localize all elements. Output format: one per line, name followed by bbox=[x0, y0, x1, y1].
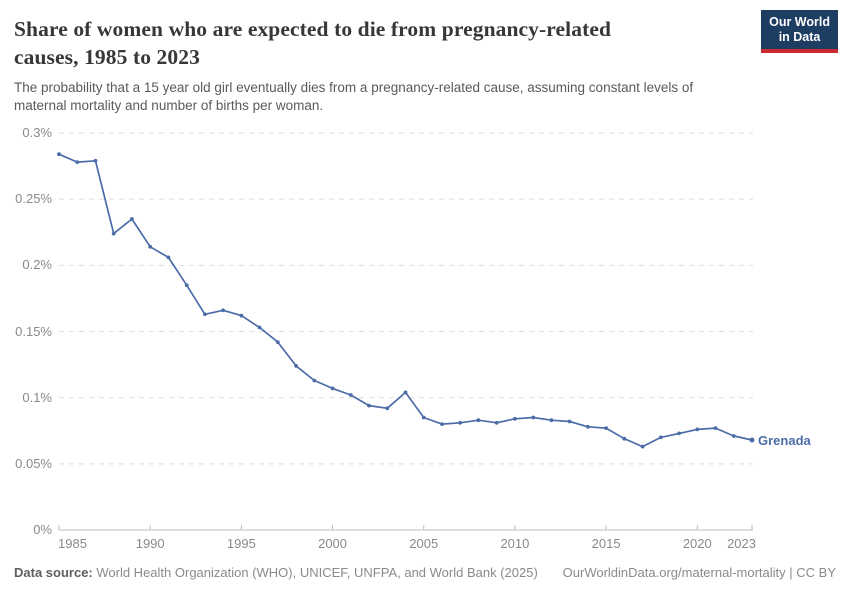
data-point-2017[interactable] bbox=[640, 444, 645, 449]
y-axis-tick-label: 0.2% bbox=[22, 257, 52, 273]
data-point-1999[interactable] bbox=[312, 378, 317, 383]
data-point-2005[interactable] bbox=[421, 415, 426, 420]
series-line-grenada[interactable] bbox=[58, 153, 753, 448]
x-axis-tick-label: 2005 bbox=[409, 536, 439, 551]
x-axis-tick-label: 2015 bbox=[591, 536, 621, 551]
owid-url-license-link[interactable]: OurWorldinData.org/maternal-mortality | … bbox=[562, 565, 836, 580]
y-axis-tick-label: 0.1% bbox=[22, 389, 52, 405]
data-point-1986[interactable] bbox=[75, 160, 80, 165]
data-point-1988[interactable] bbox=[111, 231, 116, 236]
y-axis-tick-label: 0.25% bbox=[15, 191, 52, 207]
data-point-1989[interactable] bbox=[130, 217, 134, 221]
data-point-2004[interactable] bbox=[403, 390, 408, 395]
data-source-label: Data source: bbox=[14, 565, 93, 580]
data-point-1994[interactable] bbox=[221, 308, 226, 313]
owid-logo[interactable]: Our World in Data bbox=[761, 10, 838, 53]
y-axis-tick-label: 0% bbox=[33, 522, 52, 537]
data-point-1997[interactable] bbox=[275, 340, 280, 344]
data-point-2018[interactable] bbox=[658, 435, 663, 440]
data-point-1985[interactable] bbox=[57, 152, 61, 157]
owid-logo-line1: Our World bbox=[769, 15, 830, 29]
data-point-2012[interactable] bbox=[549, 418, 554, 423]
data-point-2008[interactable] bbox=[476, 418, 481, 423]
data-source-text: World Health Organization (WHO), UNICEF,… bbox=[92, 565, 538, 580]
y-axis-tick-label: 0.05% bbox=[15, 455, 52, 471]
data-point-2010[interactable] bbox=[513, 416, 517, 421]
data-point-2007[interactable] bbox=[458, 420, 463, 425]
data-point-2020[interactable] bbox=[695, 427, 700, 432]
data-point-2001[interactable] bbox=[348, 393, 353, 397]
data-point-2015[interactable] bbox=[604, 426, 608, 430]
x-axis-tick-label: 1985 bbox=[58, 536, 87, 551]
chart-subtitle-line2: maternal mortality and number of births … bbox=[14, 98, 324, 113]
data-point-2000[interactable] bbox=[330, 386, 335, 391]
data-point-2016[interactable] bbox=[622, 436, 627, 441]
x-axis-tick-label: 2000 bbox=[318, 536, 348, 551]
chart-title: Share of women who are expected to die f… bbox=[14, 15, 611, 71]
data-point-2011[interactable] bbox=[531, 415, 536, 420]
data-point-1990[interactable] bbox=[148, 244, 153, 249]
data-point-1992[interactable] bbox=[184, 283, 189, 288]
data-point-2021[interactable] bbox=[713, 426, 718, 430]
chart-footer: Data source: World Health Organization (… bbox=[14, 565, 836, 580]
data-point-2014[interactable] bbox=[586, 424, 590, 429]
data-point-2009[interactable] bbox=[494, 420, 499, 425]
y-axis-tick-label: 0.3% bbox=[22, 125, 52, 140]
data-source-note: Data source: World Health Organization (… bbox=[14, 565, 538, 580]
x-axis-tick-label: 1990 bbox=[135, 536, 165, 551]
chart-subtitle: The probability that a 15 year old girl … bbox=[14, 79, 693, 115]
data-point-2003[interactable] bbox=[385, 406, 390, 411]
data-point-1987[interactable] bbox=[93, 158, 98, 163]
data-point-1993[interactable] bbox=[203, 312, 207, 317]
data-point-2023[interactable] bbox=[749, 437, 755, 443]
data-point-2013[interactable] bbox=[567, 419, 572, 424]
data-point-2002[interactable] bbox=[367, 403, 371, 408]
data-point-1995[interactable] bbox=[239, 313, 244, 318]
y-axis-tick-label: 0.15% bbox=[15, 323, 52, 339]
x-axis-tick-label: 1995 bbox=[226, 536, 256, 551]
data-point-2006[interactable] bbox=[440, 422, 444, 426]
data-point-1991[interactable] bbox=[166, 255, 171, 260]
owid-logo-line2: in Data bbox=[778, 30, 821, 44]
chart-subtitle-line1: The probability that a 15 year old girl … bbox=[14, 80, 694, 95]
x-axis-tick-label: 2010 bbox=[500, 536, 530, 551]
x-axis-tick-label: 2023 bbox=[727, 536, 756, 551]
chart-title-line2: causes, 1985 to 2023 bbox=[14, 45, 200, 69]
series-label-grenada[interactable]: Grenada bbox=[758, 433, 811, 448]
data-point-2019[interactable] bbox=[677, 431, 681, 436]
data-point-1998[interactable] bbox=[294, 364, 298, 368]
chart-title-line1: Share of women who are expected to die f… bbox=[14, 17, 612, 41]
data-point-2022[interactable] bbox=[731, 434, 736, 438]
data-point-1996[interactable] bbox=[257, 325, 262, 330]
x-axis-tick-label: 2020 bbox=[682, 536, 712, 551]
